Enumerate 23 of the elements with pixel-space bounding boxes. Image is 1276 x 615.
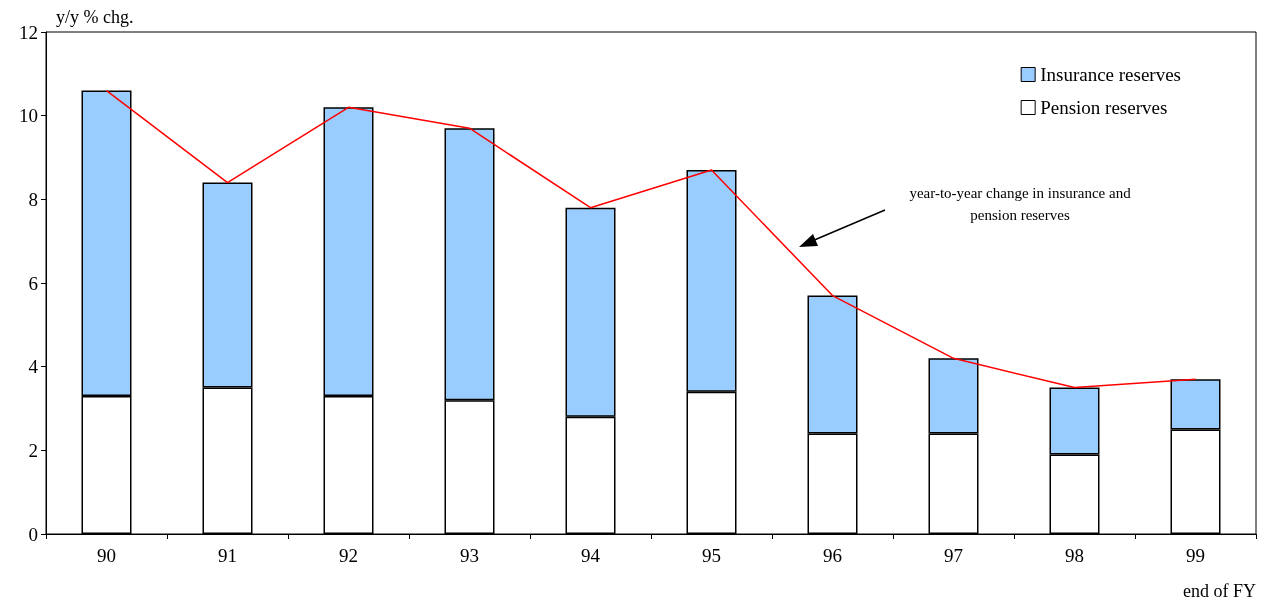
- annotation: year-to-year change in insurance and pension reserves: [908, 184, 1132, 225]
- x-tick-label: 99: [1186, 545, 1205, 566]
- y-tick-label: 12: [19, 21, 38, 43]
- y-tick-label: 2: [28, 439, 38, 461]
- x-tick-label: 91: [218, 545, 237, 566]
- legend-label: Pension reserves: [1040, 97, 1168, 118]
- y-tick-label: 8: [28, 188, 38, 210]
- line-series: [105, 89, 1197, 389]
- x-axis-title: end of FY: [1183, 581, 1256, 601]
- y-tick-label: 4: [28, 356, 39, 378]
- x-tick-label: 97: [944, 545, 963, 566]
- y-axis-title: y/y % chg.: [56, 7, 134, 27]
- x-tick-label: 90: [97, 545, 116, 566]
- legend-label: Insurance reserves: [1040, 64, 1181, 85]
- x-tick-label: 96: [823, 545, 842, 566]
- x-tick-label: 93: [460, 545, 479, 566]
- y-tick-label: 10: [19, 105, 38, 127]
- x-tick-label: 94: [581, 545, 601, 566]
- y-tick-label: 6: [28, 272, 38, 294]
- y-tick-label: 0: [28, 523, 38, 545]
- x-tick-label: 98: [1065, 545, 1084, 566]
- x-tick-label: 92: [339, 545, 358, 566]
- x-tick-label: 95: [702, 545, 721, 566]
